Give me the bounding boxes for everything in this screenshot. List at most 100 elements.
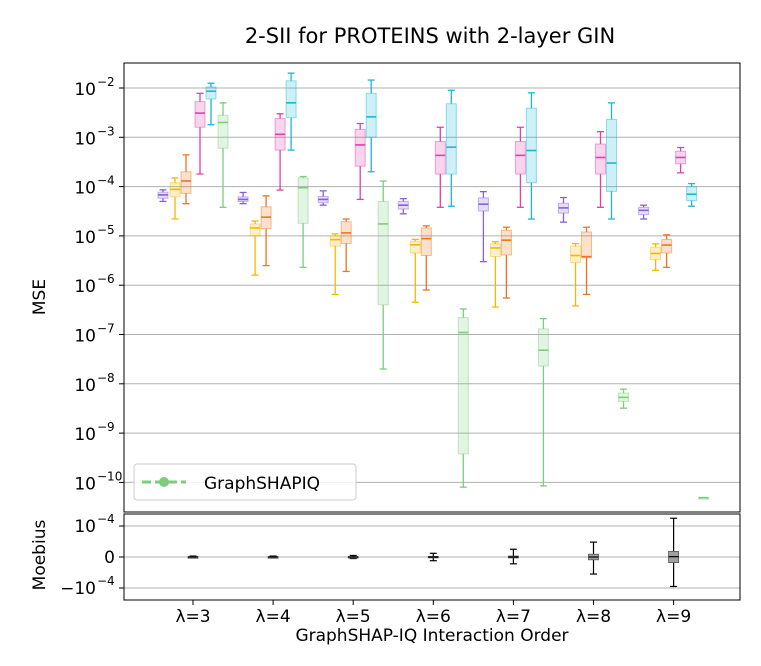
- box-iqr: [217, 114, 229, 149]
- box-iqr: [377, 200, 389, 306]
- y-tick-exponent: −6: [97, 272, 115, 286]
- y-tick-label: 10: [74, 80, 96, 100]
- moebius-y-tick-exponent: −4: [97, 574, 115, 588]
- y-tick-exponent: −3: [97, 124, 115, 138]
- box-iqr: [514, 141, 526, 175]
- x-tick-label: λ=3: [175, 607, 210, 627]
- moebius-box-5: [588, 541, 599, 575]
- moebius-y-tick-label: 10: [74, 517, 96, 537]
- box-iqr: [297, 177, 309, 224]
- y-tick-label: 10: [74, 376, 96, 396]
- legend: GraphSHAPIQ: [133, 463, 357, 501]
- box-purple-4: [477, 190, 489, 263]
- box-iqr: [489, 243, 501, 258]
- box-pink-0: [194, 92, 206, 175]
- box-graphshapiq-4: [537, 317, 549, 487]
- moebius-box-6: [668, 517, 679, 588]
- box-yellow-6: [650, 243, 662, 272]
- y-tick-label: 10: [74, 277, 96, 297]
- box-iqr: [595, 143, 606, 175]
- box-iqr: [581, 231, 592, 259]
- x-tick-label: λ=4: [256, 607, 291, 627]
- box-purple-5: [558, 196, 569, 223]
- moebius-box-1: [267, 555, 279, 559]
- box-pink-6: [675, 146, 687, 174]
- x-tick-label: λ=7: [496, 607, 531, 627]
- moebius-y-tick-label: −10: [60, 579, 96, 599]
- legend-frame: [133, 463, 357, 501]
- box-yellow-0: [169, 177, 181, 220]
- box-iqr: [194, 101, 206, 128]
- box-orange-1: [260, 195, 272, 267]
- y-axis-label: MSE: [30, 279, 50, 315]
- main-plot-frame: [123, 62, 741, 513]
- box-graphshapiq-5: [618, 388, 629, 409]
- y-tick-exponent: −5: [97, 223, 115, 237]
- legend-marker-icon: [159, 477, 169, 487]
- box-graphshapiq-1: [297, 175, 309, 269]
- moebius-box-0: [187, 555, 199, 559]
- box-iqr: [354, 128, 366, 167]
- box-iqr: [434, 141, 446, 175]
- y-tick-exponent: −8: [97, 371, 115, 385]
- x-tick-label: λ=5: [336, 607, 371, 627]
- box-yellow-5: [570, 242, 581, 307]
- box-orange-4: [500, 226, 512, 299]
- moebius-y-tick-exponent: −4: [97, 512, 115, 526]
- box-cyan-6: [686, 182, 698, 207]
- moebius-box-3: [427, 552, 439, 562]
- box-graphshapiq-6: [698, 496, 710, 500]
- moebius-box-2: [347, 554, 359, 560]
- box-pink-2: [354, 122, 366, 201]
- legend-label: GraphSHAPIQ: [204, 474, 320, 494]
- y-tick-exponent: −4: [97, 174, 115, 188]
- y-tick-exponent: −2: [97, 75, 115, 89]
- box-iqr: [420, 227, 432, 257]
- box-pink-1: [274, 113, 286, 191]
- x-tick-label: λ=8: [576, 607, 611, 627]
- box-orange-0: [180, 154, 192, 205]
- y-tick-label: 10: [74, 179, 96, 199]
- moebius-y-axis-label: Moebius: [30, 520, 50, 591]
- box-iqr: [661, 238, 673, 254]
- box-pink-4: [514, 126, 526, 208]
- box-graphshapiq-2: [377, 180, 389, 370]
- y-tick-exponent: −7: [97, 322, 115, 336]
- box-iqr: [445, 103, 457, 175]
- box-iqr: [205, 86, 217, 100]
- box-yellow-4: [489, 241, 501, 308]
- y-tick-label: 10: [74, 425, 96, 445]
- box-yellow-3: [409, 238, 421, 303]
- box-iqr: [457, 317, 469, 455]
- box-iqr: [329, 235, 341, 247]
- box-cyan-5: [606, 102, 617, 220]
- y-tick-label: 10: [74, 129, 96, 149]
- y-tick-exponent: −10: [97, 469, 122, 483]
- y-tick-label: 10: [74, 474, 96, 494]
- box-orange-3: [420, 225, 432, 291]
- moebius-plot-frame: [123, 513, 741, 601]
- box-purple-1: [237, 191, 249, 205]
- box-iqr: [180, 171, 192, 194]
- x-axis-label: GraphSHAP-IQ Interaction Order: [295, 626, 568, 646]
- box-iqr: [525, 107, 537, 184]
- box-purple-2: [317, 190, 329, 206]
- box-iqr: [249, 223, 261, 237]
- box-cyan-1: [285, 72, 297, 151]
- box-pink-5: [595, 131, 606, 208]
- box-orange-5: [581, 226, 592, 296]
- box-graphshapiq-3: [457, 308, 469, 488]
- moebius-y-tick-label: 0: [104, 548, 115, 568]
- box-purple-6: [638, 204, 650, 220]
- chart-title: 2-SII for PROTEINS with 2-layer GIN: [245, 24, 615, 48]
- box-iqr: [537, 328, 549, 367]
- box-iqr: [500, 229, 512, 256]
- box-cyan-2: [365, 79, 377, 173]
- box-yellow-2: [329, 233, 341, 296]
- box-orange-6: [661, 234, 673, 269]
- box-purple-3: [397, 197, 409, 215]
- box-iqr: [285, 80, 297, 119]
- box-cyan-3: [445, 89, 457, 207]
- box-yellow-1: [249, 220, 261, 276]
